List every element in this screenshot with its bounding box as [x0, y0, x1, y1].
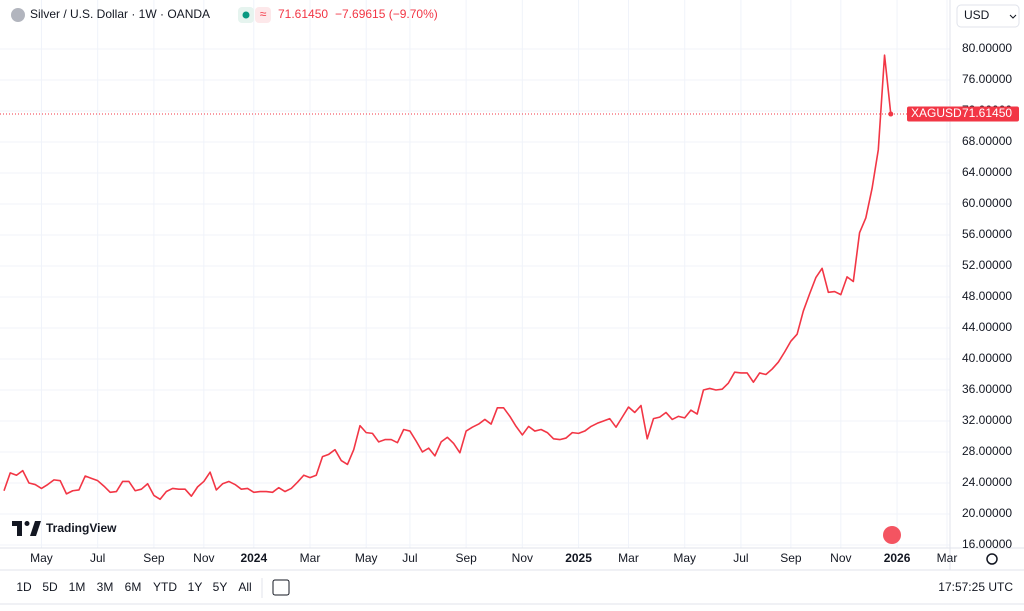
symbol-title: Silver / U.S. Dollar · 1W · OANDA [30, 7, 210, 21]
y-tick-label: 48.00000 [962, 289, 1012, 303]
x-tick-label: Jul [402, 551, 417, 565]
range-button[interactable]: 5Y [213, 580, 228, 594]
range-button[interactable]: 1M [69, 580, 86, 594]
y-tick-label: 20.00000 [962, 506, 1012, 520]
logo-text: TradingView [46, 521, 117, 535]
x-tick-label: Jul [733, 551, 748, 565]
range-button[interactable]: 1Y [188, 580, 203, 594]
x-tick-label: 2025 [565, 551, 592, 565]
symbol-icon [11, 8, 25, 22]
x-tick-label: 2026 [884, 551, 911, 565]
last-price: 71.61450 [278, 7, 328, 21]
price-tag-symbol: XAGUSD [911, 106, 962, 120]
x-tick-label: Mar [937, 551, 958, 565]
x-tick-label: Sep [143, 551, 165, 565]
status-dot [242, 11, 250, 19]
y-tick-label: 24.00000 [962, 475, 1012, 489]
price-tag-value: 71.61450 [962, 106, 1012, 120]
y-tick-label: 76.00000 [962, 72, 1012, 86]
currency: USD [964, 8, 990, 22]
event-flag[interactable] [883, 526, 901, 544]
y-tick-label: 44.00000 [962, 320, 1012, 334]
clock: 17:57:25 UTC [938, 580, 1013, 594]
date-range-icon[interactable] [272, 579, 290, 596]
x-tick-label: May [673, 551, 696, 565]
logo-dot [24, 521, 30, 526]
y-tick-label: 36.00000 [962, 382, 1012, 396]
last-price-dot [888, 111, 894, 117]
range-button[interactable]: 5D [42, 580, 58, 594]
x-tick-label: Sep [455, 551, 477, 565]
range-button[interactable]: YTD [153, 580, 177, 594]
y-tick-label: 40.00000 [962, 351, 1012, 365]
x-tick-label: Nov [830, 551, 851, 565]
price-line [3, 54, 892, 501]
y-tick-label: 68.00000 [962, 134, 1012, 148]
x-tick-label: Sep [780, 551, 802, 565]
x-tick-label: 2024 [240, 551, 267, 565]
x-tick-label: Nov [512, 551, 533, 565]
logo-mark [30, 521, 41, 536]
y-tick-label: 16.00000 [962, 537, 1012, 551]
delayed-badge[interactable] [255, 7, 271, 23]
chevron [1009, 14, 1017, 19]
y-tick-label: 64.00000 [962, 165, 1012, 179]
x-tick-label: Mar [300, 551, 321, 565]
y-tick-label: 56.00000 [962, 227, 1012, 241]
x-tick-label: Mar [618, 551, 639, 565]
delayed-icon: ≈ [260, 7, 267, 21]
y-tick-label: 52.00000 [962, 258, 1012, 272]
y-tick-label: 32.00000 [962, 413, 1012, 427]
y-tick-label: 28.00000 [962, 444, 1012, 458]
currency-select[interactable] [956, 4, 1020, 28]
settings-icon[interactable] [986, 553, 998, 565]
x-tick-label: Jul [90, 551, 105, 565]
y-tick-label: 60.00000 [962, 196, 1012, 210]
range-button[interactable]: 3M [97, 580, 114, 594]
price-tag [907, 106, 1019, 122]
y-tick-label: 80.00000 [962, 41, 1012, 55]
x-tick-label: May [355, 551, 378, 565]
x-tick-label: May [30, 551, 53, 565]
x-tick-label: Nov [193, 551, 214, 565]
logo: TradingView [12, 521, 117, 536]
range-button[interactable]: All [238, 580, 251, 594]
range-button[interactable]: 6M [125, 580, 142, 594]
logo-mark [12, 521, 22, 536]
range-button[interactable]: 1D [16, 580, 32, 594]
price-change: −7.69615 (−9.70%) [335, 7, 438, 21]
